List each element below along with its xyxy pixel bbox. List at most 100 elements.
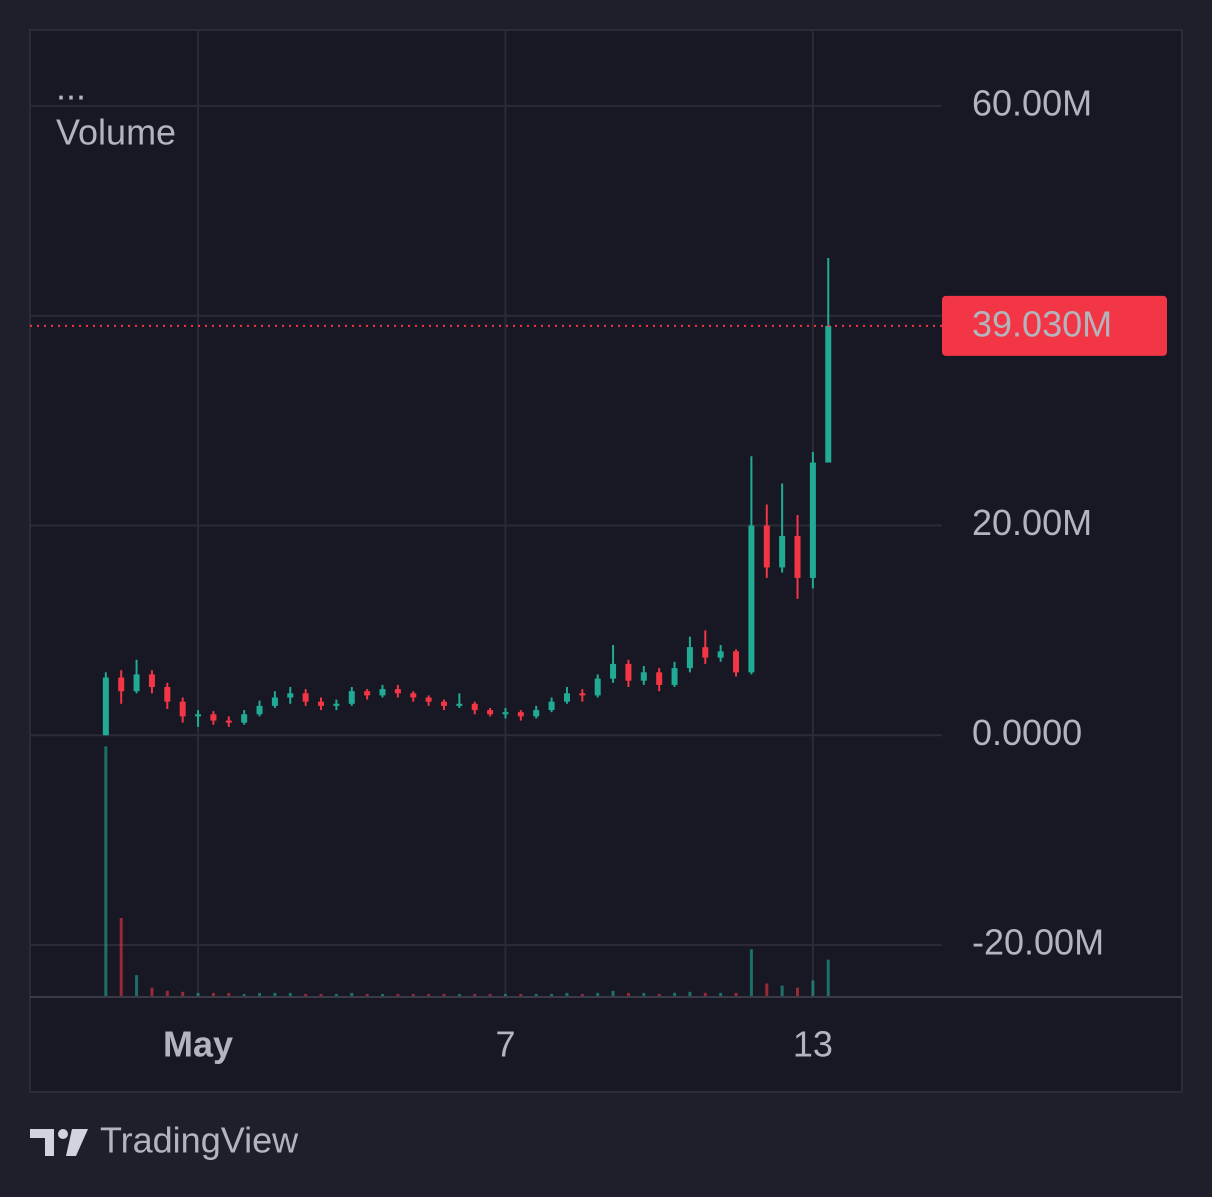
candle-body <box>533 710 540 717</box>
brand-logo[interactable]: TradingView <box>30 1120 299 1161</box>
candle-body <box>333 703 340 706</box>
candle-body <box>625 663 632 681</box>
candle-body <box>640 672 647 681</box>
volume-bar <box>673 992 677 996</box>
volume-bar <box>534 993 538 996</box>
volume-bar <box>550 993 554 996</box>
volume-bar <box>104 746 108 996</box>
candle-body <box>394 689 401 694</box>
volume-bar <box>258 992 262 996</box>
candle-body <box>733 651 740 673</box>
volume-bar <box>826 959 830 996</box>
volume-bar <box>411 993 415 996</box>
volume-bar <box>796 987 800 996</box>
volume-bar <box>381 993 385 996</box>
candle-body <box>118 677 125 692</box>
candle-body <box>302 693 309 702</box>
candle-body <box>256 705 263 715</box>
candle-body <box>794 535 801 578</box>
candle-body <box>210 714 217 721</box>
candle-body <box>809 462 816 578</box>
candle-body <box>195 714 202 717</box>
candle-body <box>748 525 755 673</box>
x-tick-label: 13 <box>793 1024 833 1065</box>
volume-bar <box>242 993 246 996</box>
volume-bar <box>427 993 431 996</box>
volume-bar <box>119 918 123 996</box>
candle-body <box>410 693 417 698</box>
indicator-label: Volume <box>56 112 176 153</box>
candle-body <box>717 651 724 658</box>
volume-bar <box>181 991 185 996</box>
candle-body <box>579 693 586 696</box>
candle-body <box>517 712 524 717</box>
candle-body <box>686 647 693 669</box>
volume-bar <box>626 992 630 996</box>
volume-bar <box>811 980 815 996</box>
logo-part <box>30 1129 54 1156</box>
y-tick-label: -20.00M <box>972 922 1104 963</box>
candle-body <box>241 714 248 723</box>
volume-bar <box>288 992 292 996</box>
volume-bar <box>334 993 338 996</box>
volume-bar <box>749 949 753 996</box>
x-tick-label: 7 <box>495 1024 515 1065</box>
volume-bar <box>642 992 646 996</box>
volume-bar <box>688 991 692 996</box>
candle-body <box>656 672 663 685</box>
candle-body <box>594 678 601 696</box>
candle-body <box>502 712 509 715</box>
volume-bar <box>473 993 477 996</box>
volume-bar <box>457 993 461 996</box>
volume-bar <box>165 990 169 996</box>
volume-bar <box>442 993 446 996</box>
candle-body <box>379 689 386 696</box>
volume-bar <box>765 983 769 996</box>
candle-body <box>425 697 432 702</box>
logo-part <box>58 1129 68 1139</box>
volume-bar <box>396 993 400 996</box>
volume-bar <box>319 993 323 996</box>
volume-bar <box>488 993 492 996</box>
candle-body <box>179 701 186 717</box>
candle-body <box>287 693 294 698</box>
candle-body <box>548 701 555 711</box>
y-tick-label: 0.0000 <box>972 712 1082 753</box>
volume-bar <box>657 993 661 996</box>
candle-body <box>456 703 463 706</box>
candle-body <box>471 703 478 711</box>
candle-body <box>348 691 355 704</box>
volume-bar <box>150 987 154 996</box>
candle-body <box>271 697 278 706</box>
volume-bar <box>304 993 308 996</box>
volume-bar <box>273 992 277 996</box>
volume-bar <box>703 992 707 996</box>
candle-body <box>440 701 447 706</box>
volume-bar <box>734 992 738 996</box>
volume-bar <box>350 992 354 996</box>
volume-bar <box>196 992 200 996</box>
candle-body <box>779 535 786 568</box>
last-price-badge <box>942 295 1167 356</box>
candle-body <box>487 710 494 715</box>
volume-bar <box>135 975 139 996</box>
volume-bar <box>211 992 215 996</box>
candle-body <box>148 674 155 688</box>
candle-body <box>610 663 617 679</box>
candle-body <box>364 691 371 696</box>
volume-bar <box>503 993 507 996</box>
volume-bar <box>580 993 584 996</box>
volume-bar <box>611 990 615 996</box>
volume-bar <box>719 992 723 996</box>
candle-body <box>133 674 140 692</box>
candle-body <box>671 668 678 685</box>
volume-bar <box>780 985 784 996</box>
volume-bar <box>596 992 600 996</box>
legend-menu[interactable]: ... <box>56 67 86 108</box>
last-price-label: 39.030M <box>972 303 1112 344</box>
candle-body <box>702 647 709 658</box>
volume-bar <box>227 992 231 996</box>
y-tick-label: 60.00M <box>972 82 1092 123</box>
